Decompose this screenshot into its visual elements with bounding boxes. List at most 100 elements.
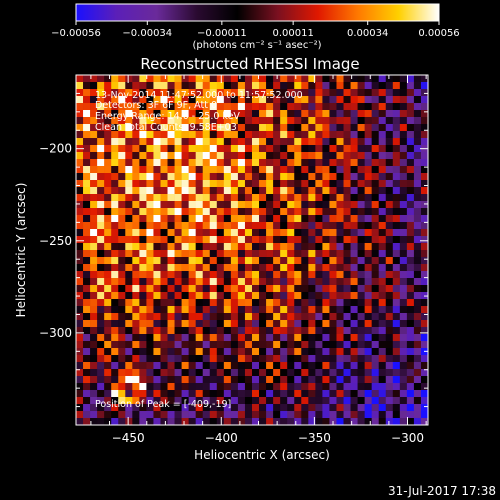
heatmap-cell — [392, 222, 401, 230]
heatmap-cell — [273, 383, 281, 391]
heatmap-cell — [167, 320, 175, 328]
heatmap-cell — [392, 369, 401, 377]
heatmap-cell — [329, 243, 337, 251]
heatmap-cell — [146, 243, 154, 251]
heatmap-cell — [139, 89, 147, 97]
heatmap-cell — [322, 138, 330, 146]
heatmap-cell — [294, 334, 302, 342]
heatmap-cell — [97, 320, 105, 328]
heatmap-cell — [252, 383, 260, 391]
heatmap-cell — [118, 75, 126, 83]
heatmap-cell — [266, 145, 274, 153]
heatmap-cell — [90, 236, 98, 244]
heatmap-cell — [202, 117, 211, 125]
heatmap-cell — [174, 348, 182, 356]
heatmap-cell — [406, 362, 415, 370]
heatmap-cell — [378, 215, 387, 223]
heatmap-cell — [118, 348, 126, 356]
heatmap-cell — [420, 327, 429, 335]
heatmap-cell — [294, 201, 302, 209]
heatmap-cell — [146, 110, 154, 118]
heatmap-cell — [329, 292, 337, 300]
heatmap-cell — [329, 89, 337, 97]
heatmap-cell — [413, 313, 422, 321]
heatmap-cell — [104, 166, 112, 174]
heatmap-cell — [202, 376, 211, 384]
heatmap-cell — [371, 397, 380, 405]
x-tick-label: −300 — [391, 431, 424, 445]
footer-timestamp: 31-Jul-2017 17:38 — [388, 484, 496, 498]
heatmap-cell — [153, 75, 161, 83]
heatmap-cell — [259, 208, 267, 216]
heatmap-cell — [399, 117, 408, 125]
heatmap-cell — [188, 75, 196, 83]
heatmap-cell — [413, 145, 422, 153]
heatmap-cell — [104, 75, 112, 83]
heatmap-cell — [259, 271, 267, 279]
heatmap-cell — [237, 383, 246, 391]
heatmap-cell — [167, 383, 175, 391]
heatmap-cell — [181, 82, 189, 90]
heatmap-cell — [259, 390, 267, 398]
heatmap-cell — [280, 243, 288, 251]
heatmap-cell — [343, 334, 351, 342]
heatmap-cell — [371, 376, 380, 384]
heatmap-cell — [343, 117, 351, 125]
heatmap-cell — [230, 271, 239, 279]
heatmap-cell — [413, 250, 422, 258]
heatmap-cell — [237, 397, 246, 405]
heatmap-cell — [132, 397, 140, 405]
heatmap-cell — [371, 404, 380, 412]
heatmap-cell — [301, 341, 309, 349]
heatmap-cell — [273, 390, 281, 398]
heatmap-cell — [413, 306, 422, 314]
heatmap-cell — [223, 215, 232, 223]
heatmap-cell — [125, 362, 133, 370]
heatmap-cell — [294, 96, 302, 104]
heatmap-cell — [371, 201, 380, 209]
heatmap-cell — [406, 180, 415, 188]
heatmap-cell — [118, 257, 126, 265]
heatmap-cell — [343, 278, 351, 286]
heatmap-cell — [399, 152, 408, 160]
heatmap-cell — [294, 89, 302, 97]
heatmap-cell — [125, 320, 133, 328]
heatmap-cell — [90, 201, 98, 209]
heatmap-cell — [230, 117, 239, 125]
heatmap-cell — [294, 411, 302, 419]
heatmap-cell — [125, 138, 133, 146]
heatmap-cell — [76, 166, 84, 174]
heatmap-cell — [357, 404, 365, 412]
heatmap-cell — [336, 278, 344, 286]
heatmap-cell — [209, 173, 218, 181]
heatmap-cell — [216, 271, 225, 279]
heatmap-cell — [301, 229, 309, 237]
heatmap-cell — [259, 222, 267, 230]
heatmap-cell — [188, 215, 196, 223]
heatmap-cell — [111, 152, 119, 160]
heatmap-cell — [399, 229, 408, 237]
heatmap-cell — [174, 138, 182, 146]
heatmap-cell — [167, 215, 175, 223]
heatmap-cell — [195, 348, 204, 356]
heatmap-cell — [90, 271, 98, 279]
heatmap-cell — [195, 320, 204, 328]
heatmap-cell — [329, 152, 337, 160]
heatmap-cell — [357, 299, 365, 307]
heatmap-cell — [90, 166, 98, 174]
heatmap-cell — [294, 271, 302, 279]
heatmap-cell — [357, 236, 365, 244]
heatmap-cell — [406, 397, 415, 405]
heatmap-cell — [83, 152, 91, 160]
heatmap-cell — [195, 96, 204, 104]
heatmap-cell — [111, 187, 119, 195]
heatmap-cell — [188, 201, 196, 209]
heatmap-cell — [329, 187, 337, 195]
heatmap-cell — [195, 299, 204, 307]
heatmap-cell — [118, 82, 126, 90]
heatmap-cell — [252, 285, 260, 293]
heatmap-cell — [104, 355, 112, 363]
heatmap-cell — [371, 250, 380, 258]
heatmap-cell — [413, 166, 422, 174]
heatmap-cell — [153, 215, 161, 223]
